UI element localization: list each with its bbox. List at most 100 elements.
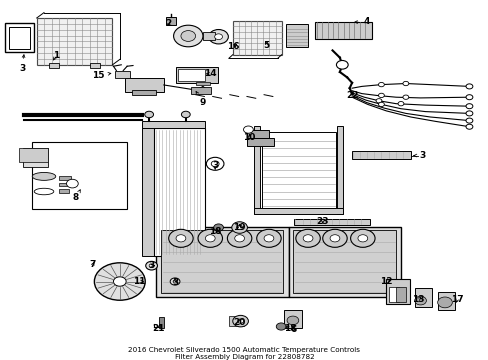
Text: 20: 20 bbox=[233, 318, 245, 327]
Circle shape bbox=[227, 229, 251, 247]
Bar bbox=[437, 292, 454, 310]
Bar bbox=[161, 230, 282, 293]
Circle shape bbox=[378, 102, 384, 107]
Bar bbox=[293, 230, 395, 293]
Text: 23: 23 bbox=[316, 217, 328, 226]
Circle shape bbox=[234, 235, 244, 242]
Bar bbox=[49, 63, 59, 68]
Bar bbox=[395, 287, 405, 302]
Text: 3: 3 bbox=[212, 161, 218, 170]
Text: 4: 4 bbox=[354, 17, 369, 26]
Circle shape bbox=[145, 261, 157, 270]
Circle shape bbox=[465, 84, 472, 89]
Text: 7: 7 bbox=[89, 260, 96, 269]
Bar bbox=[254, 126, 260, 214]
Bar bbox=[59, 183, 67, 186]
Text: 17: 17 bbox=[450, 295, 463, 304]
Text: 5: 5 bbox=[263, 40, 269, 49]
Circle shape bbox=[66, 179, 78, 188]
Bar bbox=[285, 24, 307, 47]
Bar bbox=[37, 18, 112, 65]
Circle shape bbox=[375, 99, 381, 103]
Text: 2016 Chevrolet Silverado 1500 Automatic Temperature Controls
Filter Assembly Dia: 2016 Chevrolet Silverado 1500 Automatic … bbox=[128, 347, 360, 360]
Bar bbox=[90, 63, 100, 68]
Text: 9: 9 bbox=[196, 91, 206, 107]
Ellipse shape bbox=[32, 172, 56, 180]
Circle shape bbox=[113, 277, 126, 286]
Circle shape bbox=[149, 264, 154, 267]
Circle shape bbox=[173, 25, 203, 47]
Text: 21: 21 bbox=[152, 324, 165, 333]
Bar bbox=[59, 189, 69, 193]
Circle shape bbox=[213, 224, 223, 231]
Bar bbox=[132, 90, 155, 95]
Text: 14: 14 bbox=[203, 69, 216, 78]
Circle shape bbox=[437, 297, 451, 308]
Circle shape bbox=[357, 235, 367, 242]
Bar bbox=[294, 219, 369, 225]
Circle shape bbox=[231, 222, 247, 233]
Text: 18: 18 bbox=[283, 324, 296, 333]
Circle shape bbox=[336, 60, 347, 69]
Bar bbox=[159, 317, 163, 328]
Circle shape bbox=[414, 296, 426, 305]
Circle shape bbox=[181, 31, 195, 41]
Bar bbox=[203, 32, 215, 40]
Circle shape bbox=[378, 82, 384, 87]
Circle shape bbox=[232, 315, 248, 327]
Bar bbox=[351, 151, 410, 159]
Text: 3: 3 bbox=[172, 278, 178, 287]
Bar bbox=[190, 87, 211, 94]
Circle shape bbox=[198, 229, 222, 247]
Bar bbox=[337, 126, 343, 214]
Circle shape bbox=[465, 124, 472, 129]
Bar bbox=[19, 148, 48, 162]
Circle shape bbox=[243, 126, 253, 133]
Circle shape bbox=[276, 323, 285, 330]
Circle shape bbox=[173, 280, 177, 283]
Bar bbox=[261, 132, 335, 208]
Circle shape bbox=[295, 229, 320, 247]
Bar bbox=[115, 71, 129, 78]
Circle shape bbox=[181, 111, 190, 118]
Circle shape bbox=[208, 30, 228, 44]
Bar bbox=[288, 227, 400, 297]
Bar bbox=[142, 128, 154, 256]
Circle shape bbox=[329, 235, 339, 242]
Bar bbox=[15, 112, 210, 263]
Bar bbox=[178, 69, 205, 81]
Bar bbox=[386, 279, 409, 304]
Circle shape bbox=[465, 95, 472, 100]
Bar bbox=[142, 121, 205, 128]
Bar bbox=[156, 227, 288, 297]
Bar bbox=[283, 310, 302, 328]
Circle shape bbox=[397, 102, 403, 106]
Bar bbox=[5, 23, 34, 52]
Text: 1: 1 bbox=[53, 51, 59, 60]
Bar bbox=[315, 22, 371, 39]
Circle shape bbox=[465, 118, 472, 123]
Ellipse shape bbox=[34, 188, 54, 195]
Circle shape bbox=[378, 93, 384, 98]
Bar bbox=[388, 287, 398, 302]
Text: 8: 8 bbox=[73, 190, 80, 202]
Circle shape bbox=[211, 161, 219, 167]
Circle shape bbox=[168, 229, 193, 247]
Circle shape bbox=[176, 235, 185, 242]
Bar bbox=[154, 128, 205, 256]
Text: 13: 13 bbox=[411, 295, 424, 304]
Bar bbox=[228, 316, 243, 326]
Circle shape bbox=[94, 263, 145, 300]
Bar bbox=[23, 148, 48, 167]
Bar bbox=[254, 208, 343, 214]
Circle shape bbox=[402, 95, 408, 99]
Circle shape bbox=[205, 235, 215, 242]
Text: 12: 12 bbox=[379, 277, 392, 286]
Circle shape bbox=[170, 278, 180, 285]
Bar bbox=[246, 138, 273, 146]
Text: 19: 19 bbox=[233, 223, 245, 232]
Text: 2: 2 bbox=[165, 19, 171, 28]
Text: 16: 16 bbox=[226, 42, 239, 51]
Circle shape bbox=[402, 81, 408, 86]
Text: 18: 18 bbox=[208, 227, 221, 236]
